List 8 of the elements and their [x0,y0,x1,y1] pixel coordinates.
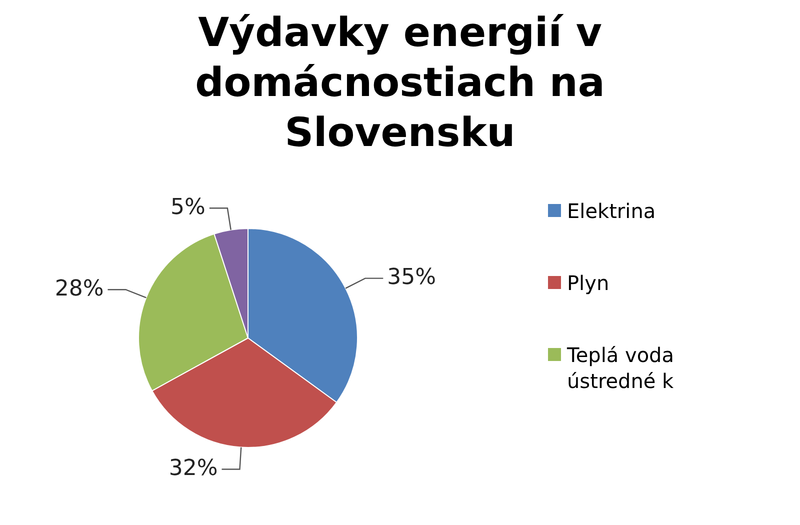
chart-title: Výdavky energií v domácnostiach na Slovensku [194,9,606,158]
legend-label: Teplá voda ústredné k [567,342,674,394]
data-label: 35% [387,265,436,290]
legend-label: Plyn [567,270,610,296]
legend-label: Elektrina [567,198,656,224]
data-label: 5% [170,194,206,220]
data-label: 28% [54,276,104,302]
data-label: 32% [168,456,218,481]
